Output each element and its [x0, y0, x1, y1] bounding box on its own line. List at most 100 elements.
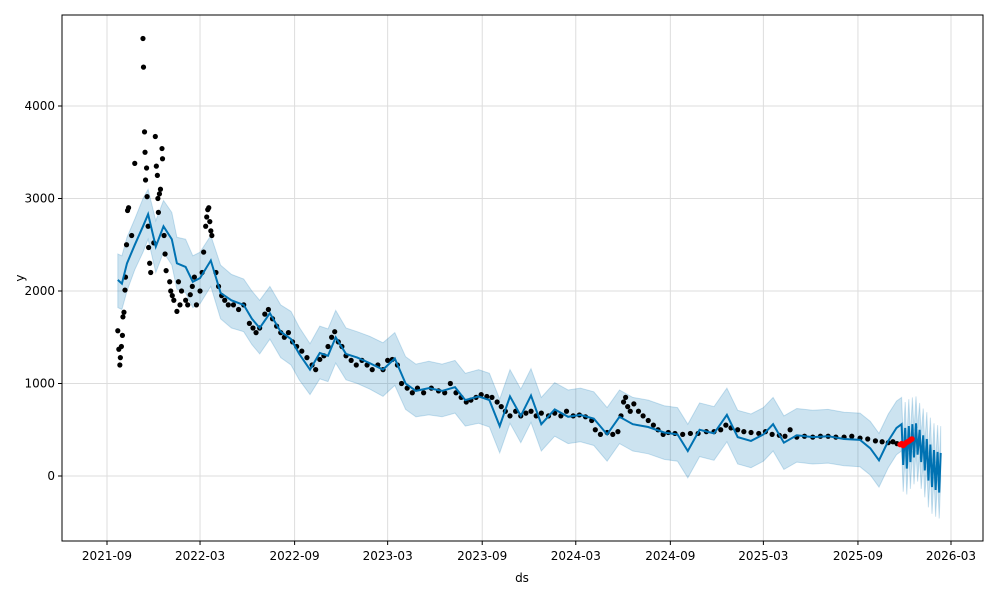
x-tick-label: 2025-03 [738, 549, 788, 563]
observed-point [494, 399, 500, 405]
observed-point [132, 160, 138, 166]
observed-point [253, 330, 259, 336]
observed-point [625, 404, 631, 410]
observed-point [155, 195, 161, 202]
observed-point [117, 362, 123, 368]
observed-point [125, 205, 132, 211]
observed-point [364, 362, 370, 368]
observed-point [185, 302, 191, 308]
x-axis-label: ds [515, 571, 529, 585]
x-tick-label: 2022-03 [175, 549, 225, 563]
observed-point [489, 394, 495, 400]
observed-point [650, 422, 656, 428]
observed-point [872, 438, 879, 444]
observed-point [123, 242, 130, 248]
observed-point [748, 429, 754, 436]
observed-point [174, 308, 180, 314]
x-tick-label: 2024-03 [551, 549, 601, 563]
x-tick-label: 2023-03 [363, 549, 413, 563]
observed-point [193, 302, 200, 308]
observed-point [332, 329, 338, 335]
observed-point [191, 274, 197, 280]
observed-point [640, 413, 646, 419]
observed-point [204, 214, 210, 220]
test-point [909, 436, 915, 442]
observed-point [246, 320, 252, 326]
observed-point [197, 288, 203, 294]
observed-point [687, 430, 693, 437]
observed-point [285, 330, 292, 336]
observed-point [385, 357, 391, 363]
observed-point [623, 394, 629, 400]
observed-point [154, 172, 160, 178]
observed-point [718, 427, 724, 433]
observed-point [265, 306, 271, 313]
observed-point [187, 292, 193, 298]
observed-point [177, 302, 183, 308]
observed-point [120, 314, 126, 320]
observed-point [121, 309, 127, 315]
uncertainty-interval [117, 187, 942, 519]
observed-point [208, 228, 214, 234]
observed-point [235, 306, 242, 313]
observed-point [680, 431, 686, 437]
observed-point [498, 404, 504, 410]
y-tick-label: 2000 [24, 284, 55, 298]
observed-point [398, 380, 405, 387]
observed-point [147, 260, 153, 266]
observed-point [207, 219, 213, 225]
observed-point [404, 385, 410, 391]
observed-point [610, 431, 616, 437]
observed-point [162, 251, 168, 257]
observed-point [122, 287, 128, 293]
x-tick-label: 2021-09 [82, 549, 132, 563]
observed-point [769, 431, 775, 437]
observed-point [329, 334, 335, 340]
observed-point [225, 302, 231, 308]
observed-point [148, 269, 154, 276]
observed-point [782, 433, 788, 439]
grid [62, 15, 983, 541]
observed-point [523, 410, 529, 416]
observed-point [741, 429, 747, 435]
observed-point [849, 433, 855, 439]
plot-frame [61, 14, 984, 542]
observed-point [230, 302, 237, 308]
observed-point [145, 223, 151, 229]
observed-point [159, 156, 166, 162]
observed-point [157, 186, 164, 192]
observed-point [140, 35, 146, 42]
observed-point [262, 311, 268, 317]
observed-point [152, 133, 158, 140]
axis-ticks: 2021-09 2022-03 2022-09 2023-03 2023-09 2024-… [24, 99, 976, 563]
x-tick-label: 2025-09 [833, 549, 883, 563]
observed-point [313, 367, 319, 373]
observed-point [325, 343, 331, 350]
observed-point [723, 422, 729, 428]
observed-point [538, 410, 544, 416]
observed-point [161, 232, 167, 239]
test-points [897, 436, 915, 449]
y-tick-label: 3000 [24, 192, 55, 206]
observed-point [597, 431, 604, 437]
observed-point [118, 343, 124, 350]
observed-point [169, 293, 175, 299]
observed-point [189, 283, 195, 289]
x-tick-label: 2026-03 [926, 549, 976, 563]
observed-point [615, 429, 621, 435]
x-tick-label: 2024-09 [645, 549, 695, 563]
observed-point [168, 288, 174, 294]
observed-point [304, 355, 310, 361]
observed-point [142, 177, 149, 183]
observed-point [117, 355, 123, 361]
observed-point [865, 436, 871, 442]
observed-point [206, 205, 212, 211]
y-tick-label: 0 [47, 469, 55, 483]
observed-point [317, 356, 323, 363]
observed-point [631, 401, 637, 407]
observed-point [183, 297, 189, 303]
observed-point [146, 244, 152, 251]
observed-point [153, 163, 159, 169]
observed-point [592, 427, 598, 433]
